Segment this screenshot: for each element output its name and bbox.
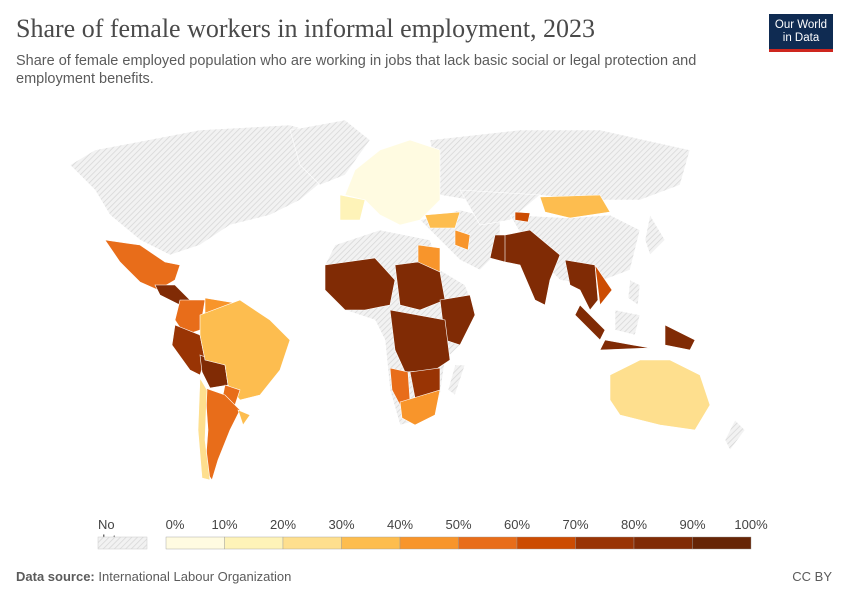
region-chile[interactable] <box>197 376 211 481</box>
footer-source: Data source: International Labour Organi… <box>16 569 291 584</box>
chart-title: Share of female workers in informal empl… <box>16 14 596 43</box>
legend-tick-label: 90% <box>679 517 706 532</box>
owid-logo[interactable]: Our World in Data <box>769 14 833 52</box>
region-turkey[interactable] <box>424 211 461 229</box>
data-regions[interactable] <box>104 139 711 481</box>
legend-tick-label: 10% <box>211 517 238 532</box>
region-brazil[interactable] <box>199 299 291 401</box>
legend-bin[interactable] <box>282 536 342 550</box>
license[interactable]: CC BY <box>792 569 832 584</box>
legend-no-data-swatch <box>97 536 148 550</box>
region-myanmar-thailand-cambodia[interactable] <box>564 259 599 311</box>
legend-bin[interactable] <box>516 536 576 550</box>
region-borneo <box>614 309 641 336</box>
region-madagascar <box>447 364 466 396</box>
legend-bin[interactable] <box>165 536 225 550</box>
legend-tick-label: 70% <box>562 517 589 532</box>
legend-bin[interactable] <box>224 536 284 550</box>
region-vietnam-laos[interactable] <box>594 264 613 306</box>
world-map[interactable] <box>0 100 850 510</box>
legend-tick-label: 0% <box>165 517 185 532</box>
region-south-africa[interactable] <box>399 389 441 426</box>
legend-bin[interactable] <box>692 536 752 550</box>
legend-tick-label: 60% <box>503 517 531 532</box>
region-papua-new-guinea[interactable] <box>664 324 696 351</box>
source-text[interactable]: International Labour Organization <box>98 569 292 584</box>
region-kyrgyzstan[interactable] <box>514 211 531 223</box>
region-europe[interactable] <box>344 139 441 226</box>
region-japan <box>644 214 666 256</box>
region-uruguay[interactable] <box>237 409 251 426</box>
region-argentina[interactable] <box>204 387 241 481</box>
region-mongolia[interactable] <box>539 194 611 219</box>
region-new-zealand <box>724 419 746 451</box>
region-philippines <box>627 279 641 306</box>
source-label: Data source: <box>16 569 95 584</box>
legend-tick-label: 30% <box>328 517 355 532</box>
region-indonesia[interactable] <box>574 304 606 341</box>
legend-tick-label: 20% <box>269 517 297 532</box>
legend-bin[interactable] <box>458 536 518 550</box>
region-australia[interactable] <box>609 359 711 431</box>
legend-bin[interactable] <box>399 536 459 550</box>
legend-bin[interactable] <box>633 536 693 550</box>
region-iraq[interactable] <box>454 229 471 251</box>
chart-subtitle: Share of female employed population who … <box>16 53 697 87</box>
legend-tick-label: 50% <box>445 517 472 532</box>
region-central-asia <box>459 189 541 226</box>
region-greenland <box>289 119 371 186</box>
legend-bar <box>97 536 752 550</box>
legend-bin[interactable] <box>341 536 401 550</box>
legend-bin[interactable] <box>575 536 635 550</box>
region-mexico[interactable] <box>104 239 181 291</box>
region-spain[interactable] <box>339 194 366 221</box>
region-india[interactable] <box>504 229 561 306</box>
legend-tick-label: 80% <box>620 517 648 532</box>
legend-tick-label: 40% <box>386 517 414 532</box>
region-indonesia[interactable] <box>599 339 651 351</box>
region-west-africa[interactable] <box>324 257 396 311</box>
legend-tick-label: 100% <box>734 517 768 532</box>
